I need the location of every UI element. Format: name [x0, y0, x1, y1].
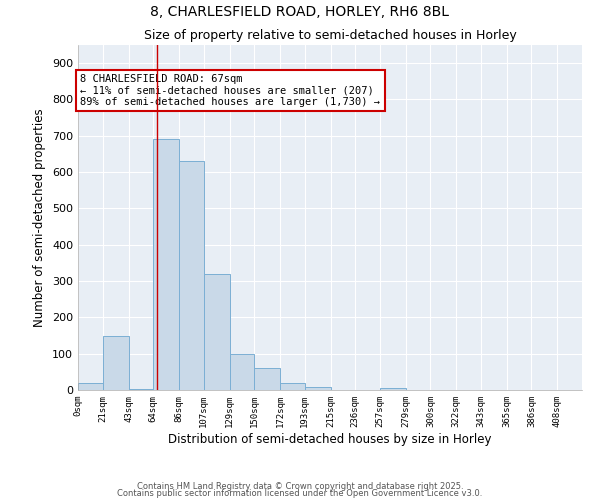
Bar: [153, 140, 179, 390]
Bar: [230, 354, 254, 390]
X-axis label: Distribution of semi-detached houses by size in Horley: Distribution of semi-detached houses by …: [168, 432, 492, 446]
Bar: [254, 368, 280, 390]
Bar: [204, 274, 230, 390]
Text: Contains HM Land Registry data © Crown copyright and database right 2025.: Contains HM Land Registry data © Crown c…: [137, 482, 463, 491]
Title: Size of property relative to semi-detached houses in Horley: Size of property relative to semi-detach…: [143, 30, 517, 43]
Y-axis label: Number of semi-detached properties: Number of semi-detached properties: [34, 108, 46, 327]
Bar: [380, 388, 406, 390]
Text: Contains public sector information licensed under the Open Government Licence v3: Contains public sector information licen…: [118, 489, 482, 498]
Bar: [78, 382, 103, 390]
Text: 8 CHARLESFIELD ROAD: 67sqm
← 11% of semi-detached houses are smaller (207)
89% o: 8 CHARLESFIELD ROAD: 67sqm ← 11% of semi…: [80, 74, 380, 108]
Text: 8, CHARLESFIELD ROAD, HORLEY, RH6 8BL: 8, CHARLESFIELD ROAD, HORLEY, RH6 8BL: [151, 5, 449, 19]
Bar: [305, 387, 331, 390]
Bar: [103, 336, 128, 390]
Bar: [280, 382, 305, 390]
Bar: [128, 389, 153, 390]
Bar: [179, 161, 204, 390]
